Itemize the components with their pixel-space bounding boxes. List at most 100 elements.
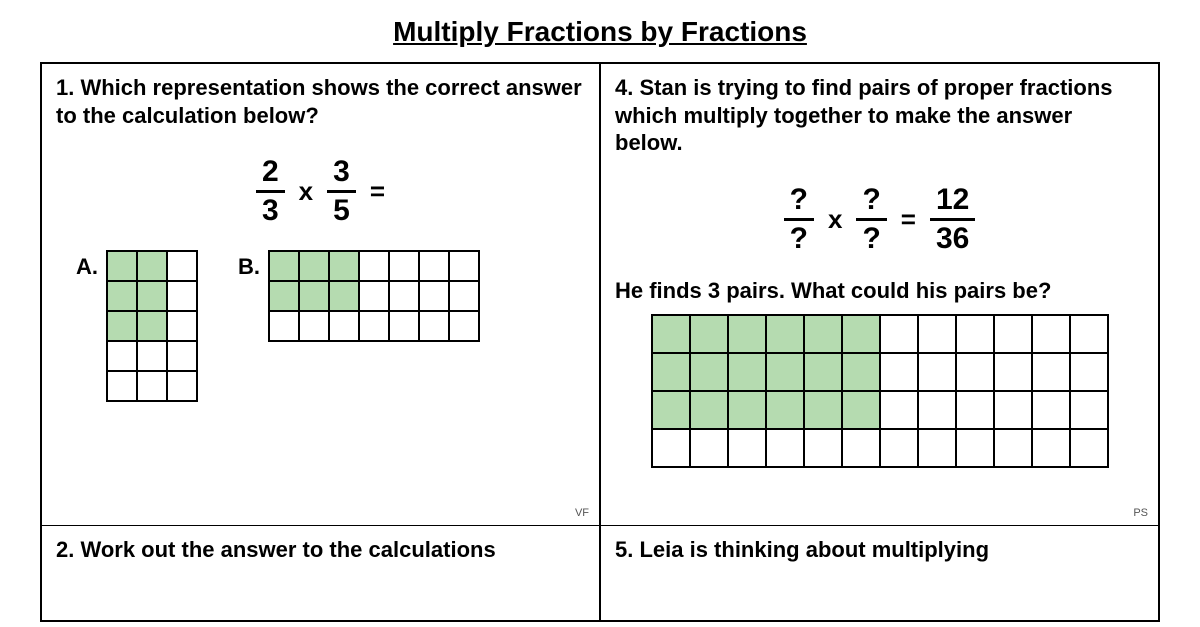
numerator: 3: [327, 157, 356, 190]
grid-cell: [842, 429, 880, 467]
grid-cell: [1032, 391, 1070, 429]
grid-cell: [766, 429, 804, 467]
grid-cell: [359, 251, 389, 281]
grid-cell: [956, 429, 994, 467]
worksheet: 1. Which representation shows the correc…: [40, 62, 1160, 622]
grid-cell: [804, 353, 842, 391]
grid-cell: [107, 341, 137, 371]
q4-equation: ? ? x ? ? = 12 36: [615, 185, 1144, 254]
grid-cell: [389, 251, 419, 281]
denominator: 5: [327, 190, 356, 226]
option-b-label: B.: [238, 250, 260, 280]
equals-op: =: [370, 176, 385, 207]
grid-cell: [880, 315, 918, 353]
equals-op: =: [901, 204, 916, 235]
grid-cell: [804, 429, 842, 467]
grid-cell: [1070, 353, 1108, 391]
q4-subtext: He finds 3 pairs. What could his pairs b…: [615, 278, 1144, 304]
grid-cell: [359, 311, 389, 341]
grid-q4: [651, 314, 1109, 468]
grid-cell: [994, 391, 1032, 429]
grid-cell: [994, 429, 1032, 467]
grid-cell: [880, 429, 918, 467]
grid-cell: [419, 251, 449, 281]
fraction-2: 3 5: [327, 157, 356, 226]
denominator: 3: [256, 190, 285, 226]
grid-cell: [1032, 429, 1070, 467]
question-4: 4. Stan is trying to find pairs of prope…: [600, 64, 1158, 526]
grid-cell: [842, 353, 880, 391]
option-a: A.: [76, 250, 198, 402]
grid-cell: [269, 281, 299, 311]
numerator: 12: [930, 185, 975, 218]
times-op: x: [299, 176, 313, 207]
grid-cell: [804, 391, 842, 429]
grid-cell: [419, 311, 449, 341]
q1-text: 1. Which representation shows the correc…: [56, 74, 585, 129]
grid-cell: [299, 281, 329, 311]
q5-text: 5. Leia is thinking about multiplying: [615, 536, 1144, 564]
grid-cell: [329, 251, 359, 281]
grid-cell: [918, 391, 956, 429]
grid-cell: [107, 251, 137, 281]
grid-cell: [728, 353, 766, 391]
q4-text: 4. Stan is trying to find pairs of prope…: [615, 74, 1144, 157]
grid-cell: [167, 281, 197, 311]
option-a-label: A.: [76, 250, 98, 280]
grid-cell: [389, 281, 419, 311]
grid-cell: [918, 353, 956, 391]
grid-cell: [728, 429, 766, 467]
grid-cell: [1032, 315, 1070, 353]
numerator: ?: [784, 185, 814, 218]
grid-cell: [956, 391, 994, 429]
question-5: 5. Leia is thinking about multiplying: [600, 526, 1158, 621]
grid-cell: [1070, 391, 1108, 429]
grid-cell: [956, 353, 994, 391]
grid-cell: [690, 429, 728, 467]
grid-cell: [449, 251, 479, 281]
grid-cell: [766, 315, 804, 353]
denominator: 36: [930, 218, 975, 254]
grid-cell: [1032, 353, 1070, 391]
times-op: x: [828, 204, 842, 235]
grid-cell: [299, 251, 329, 281]
question-1: 1. Which representation shows the correc…: [42, 64, 600, 526]
grid-cell: [167, 371, 197, 401]
grid-cell: [269, 251, 299, 281]
fraction-unknown-1: ? ?: [784, 185, 814, 254]
grid-cell: [359, 281, 389, 311]
grid-cell: [167, 311, 197, 341]
q1-equation: 2 3 x 3 5 =: [56, 157, 585, 226]
grid-cell: [269, 311, 299, 341]
grid-cell: [918, 315, 956, 353]
grid-cell: [652, 315, 690, 353]
grid-cell: [652, 353, 690, 391]
fraction-unknown-2: ? ?: [856, 185, 886, 254]
q4-tag: PS: [1133, 507, 1148, 519]
q1-grids: A. B.: [56, 250, 585, 402]
grid-cell: [299, 311, 329, 341]
grid-cell: [449, 281, 479, 311]
grid-cell: [167, 251, 197, 281]
grid-cell: [107, 281, 137, 311]
grid-cell: [994, 315, 1032, 353]
denominator: ?: [856, 218, 886, 254]
grid-b: [268, 250, 480, 342]
grid-cell: [842, 315, 880, 353]
grid-cell: [690, 353, 728, 391]
grid-cell: [766, 353, 804, 391]
grid-cell: [137, 251, 167, 281]
page-title: Multiply Fractions by Fractions: [40, 16, 1160, 48]
grid-cell: [804, 315, 842, 353]
question-2: 2. Work out the answer to the calculatio…: [42, 526, 600, 621]
grid-a: [106, 250, 198, 402]
grid-cell: [842, 391, 880, 429]
grid-cell: [167, 341, 197, 371]
grid-cell: [728, 391, 766, 429]
grid-cell: [107, 311, 137, 341]
grid-cell: [329, 311, 359, 341]
grid-cell: [956, 315, 994, 353]
grid-cell: [1070, 315, 1108, 353]
grid-cell: [419, 281, 449, 311]
grid-cell: [449, 311, 479, 341]
